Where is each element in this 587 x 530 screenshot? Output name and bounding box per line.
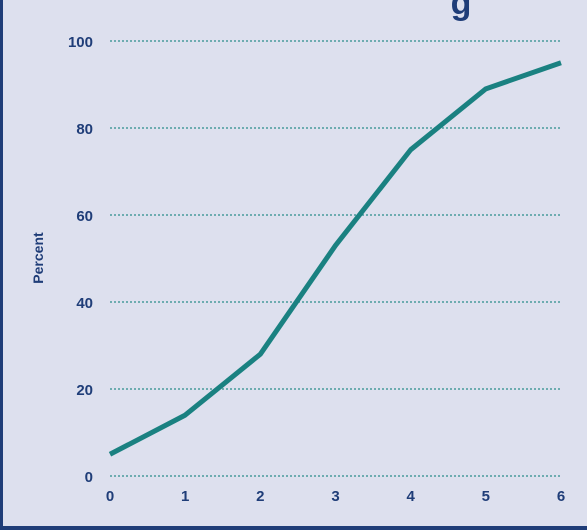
x-tick-label: 6 xyxy=(557,488,565,505)
x-tick-labels: 0 1 2 3 4 5 6 xyxy=(106,488,565,505)
y-tick-label: 60 xyxy=(76,208,93,225)
y-axis-label: Percent xyxy=(30,232,46,284)
x-tick-label: 3 xyxy=(331,488,339,505)
x-tick-label: 1 xyxy=(181,488,189,505)
series-lines xyxy=(108,60,562,457)
y-tick-label: 100 xyxy=(68,34,93,51)
line-chart: g Percent 0 20 40 60 80 100 0 1 2 3 4 5 6 xyxy=(30,0,565,505)
series-line xyxy=(108,60,562,457)
gridlines xyxy=(110,40,561,477)
x-tick-label: 2 xyxy=(256,488,264,505)
x-tick-label: 0 xyxy=(106,488,114,505)
y-tick-label: 80 xyxy=(76,121,93,138)
y-tick-labels: 0 20 40 60 80 100 xyxy=(68,34,93,486)
y-tick-label: 20 xyxy=(76,382,93,399)
y-tick-label: 0 xyxy=(85,469,93,486)
x-tick-label: 4 xyxy=(406,488,415,505)
y-tick-label: 40 xyxy=(76,295,93,312)
x-tick-label: 5 xyxy=(482,488,490,505)
chart-title: g xyxy=(451,0,472,22)
